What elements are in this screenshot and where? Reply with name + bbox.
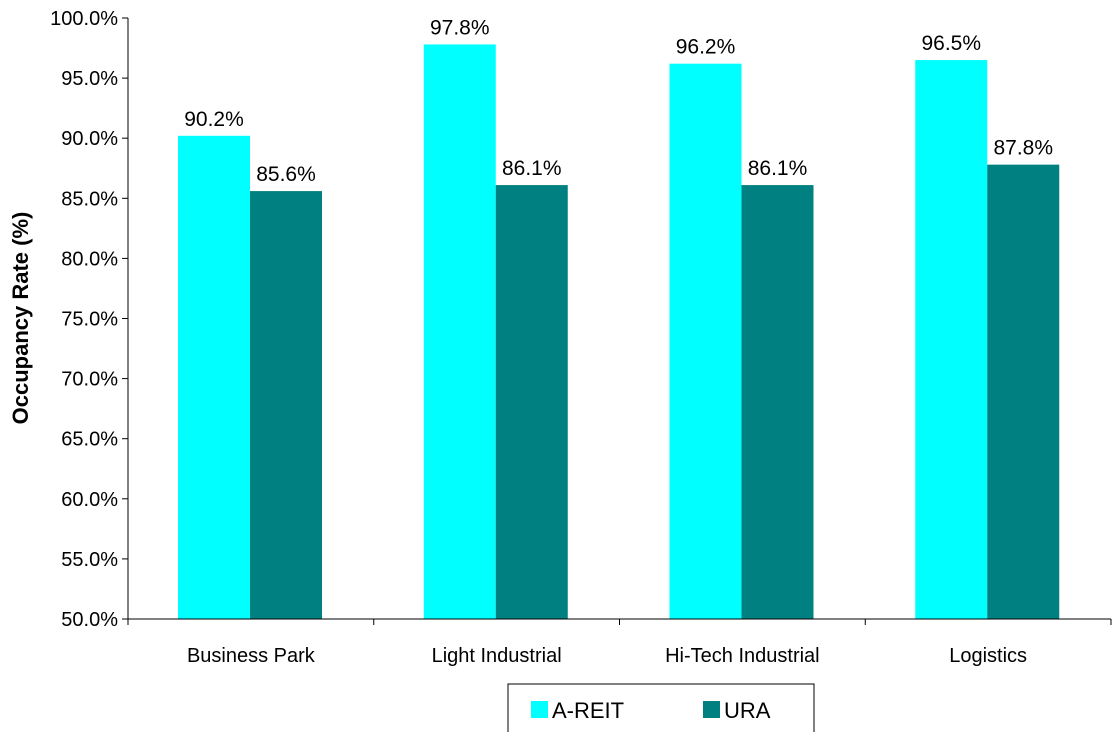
category-label: Business Park [187, 645, 316, 667]
y-tick-label: 70.0% [61, 369, 118, 391]
legend-swatch-ura [703, 701, 720, 718]
bars [178, 44, 1060, 620]
legend-label: A-REIT [552, 698, 624, 723]
y-tick-label: 90.0% [61, 128, 118, 150]
category-label: Logistics [949, 645, 1027, 667]
category-label: Hi-Tech Industrial [665, 645, 820, 667]
data-label: 86.1% [502, 157, 562, 180]
bar-a-reit-2 [423, 44, 496, 620]
legend-box [507, 683, 815, 732]
y-tick-label: 50.0% [61, 609, 118, 631]
bar-ura-2 [495, 185, 568, 619]
data-label: 86.1% [748, 157, 808, 180]
y-tick-label: 95.0% [61, 68, 118, 90]
bar-ura-3 [741, 185, 814, 619]
axes [127, 18, 1112, 625]
category-labels: Business Park Light Industrial Hi-Tech Ind… [187, 645, 1027, 667]
y-tick-label: 65.0% [61, 429, 118, 451]
legend: A-REIT URA [507, 683, 815, 732]
legend-label: URA [724, 698, 771, 723]
y-tick-label: 85.0% [61, 188, 118, 210]
bar-a-reit-4 [915, 60, 988, 619]
data-label: 90.2% [184, 108, 244, 131]
bar-ura-1 [250, 191, 322, 619]
bar-a-reit-1 [178, 135, 250, 619]
y-axis-ticks: 50.0% 55.0% 60.0% 65.0% 70.0% 75.0% 80.0% 85.0%… [50, 8, 128, 631]
y-tick-label: 100.0% [50, 8, 118, 30]
data-labels: 90.2% 85.6% 97.8% 86.1% 96.2% 86.1% 96.5% 87.8% [184, 16, 1053, 186]
data-label: 97.8% [430, 16, 490, 39]
y-tick-label: 80.0% [61, 248, 118, 270]
data-label: 96.5% [921, 32, 981, 55]
bar-a-reit-3 [669, 63, 742, 619]
data-label: 87.8% [993, 137, 1053, 160]
y-tick-label: 60.0% [61, 489, 118, 511]
data-label: 85.6% [256, 163, 316, 186]
y-tick-label: 55.0% [61, 549, 118, 571]
data-label: 96.2% [676, 36, 736, 59]
y-tick-label: 75.0% [61, 309, 118, 331]
bar-ura-4 [987, 164, 1060, 620]
category-label: Light Industrial [432, 645, 562, 667]
legend-swatch-a-reit [531, 701, 548, 718]
y-axis-title: Occupancy Rate (%) [8, 212, 33, 425]
